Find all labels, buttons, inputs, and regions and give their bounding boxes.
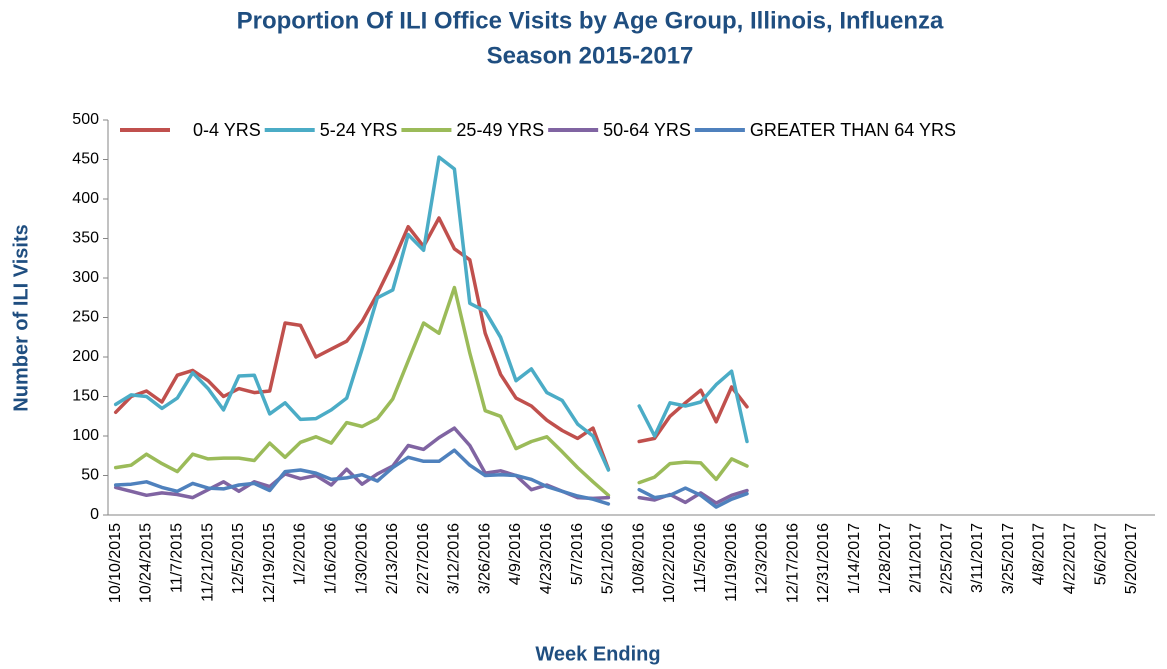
x-tick-label: 1/14/2017 (846, 523, 863, 594)
x-tick-label: 1/16/2016 (322, 523, 339, 594)
x-tick-label: 4/9/2016 (507, 523, 524, 585)
x-tick-label: 12/19/2015 (261, 523, 278, 603)
x-tick-label: 11/21/2015 (199, 523, 216, 602)
x-tick-label: 11/19/2016 (723, 523, 740, 602)
series-line (113, 448, 749, 509)
x-tick-label: 2/27/2016 (415, 523, 432, 594)
legend-label: 25-49 YRS (456, 120, 544, 140)
x-tick-label: 10/22/2016 (661, 523, 678, 603)
y-tick-label: 450 (72, 151, 99, 168)
legend-label: 0-4 YRS (193, 120, 261, 140)
y-tick-label: 200 (72, 348, 99, 365)
x-tick-label: 5/7/2016 (569, 523, 586, 585)
x-tick-label: 2/11/2017 (908, 523, 925, 593)
y-tick-label: 50 (81, 467, 99, 484)
series-line (113, 216, 749, 471)
x-tick-label: 5/20/2017 (1123, 523, 1140, 594)
x-tick-label: 5/6/2017 (1092, 523, 1109, 585)
y-tick-label: 100 (72, 427, 99, 444)
y-tick-label: 0 (90, 506, 99, 523)
x-tick-label: 11/5/2016 (692, 523, 709, 593)
x-tick-label: 2/25/2017 (938, 523, 955, 594)
series-line (113, 285, 749, 498)
y-tick-label: 400 (72, 190, 99, 207)
x-tick-label: 3/26/2016 (476, 523, 493, 594)
x-tick-label: 3/11/2017 (969, 523, 986, 593)
x-tick-label: 2/13/2016 (384, 523, 401, 594)
y-axis-title: Number of ILI Visits (10, 224, 32, 411)
x-tick-label: 4/22/2017 (1062, 523, 1079, 594)
legend-label: 5-24 YRS (320, 120, 398, 140)
chart-title: Season 2015-2017 (487, 42, 694, 69)
y-tick-label: 150 (72, 388, 99, 405)
x-tick-label: 1/28/2017 (877, 523, 894, 594)
x-tick-label: 4/23/2016 (538, 523, 555, 594)
x-tick-label: 10/24/2015 (138, 523, 155, 603)
x-tick-label: 12/17/2016 (784, 523, 801, 603)
x-tick-label: 12/3/2016 (754, 523, 771, 594)
y-tick-label: 350 (72, 230, 99, 247)
legend-label: GREATER THAN 64 YRS (750, 120, 956, 140)
x-tick-label: 5/21/2016 (600, 523, 617, 594)
y-tick-label: 250 (72, 309, 99, 326)
series-line (113, 426, 749, 505)
chart-title: Proportion Of ILI Office Visits by Age G… (237, 7, 944, 34)
x-tick-label: 4/8/2017 (1031, 523, 1048, 585)
x-tick-label: 1/30/2016 (353, 523, 370, 594)
x-tick-label: 3/25/2017 (1000, 523, 1017, 594)
x-tick-label: 10/8/2016 (630, 523, 647, 594)
series-line (113, 155, 749, 472)
x-tick-label: 11/7/2015 (169, 523, 186, 593)
legend-label: 50-64 YRS (603, 120, 691, 140)
y-tick-label: 500 (72, 111, 99, 128)
x-tick-label: 1/2/2016 (292, 523, 309, 585)
x-tick-label: 12/31/2016 (815, 523, 832, 603)
x-axis-title: Week Ending (535, 643, 660, 665)
x-tick-label: 12/5/2015 (230, 523, 247, 594)
x-tick-label: 3/12/2016 (446, 523, 463, 594)
x-tick-label: 10/10/2015 (107, 523, 124, 603)
y-tick-label: 300 (72, 269, 99, 286)
